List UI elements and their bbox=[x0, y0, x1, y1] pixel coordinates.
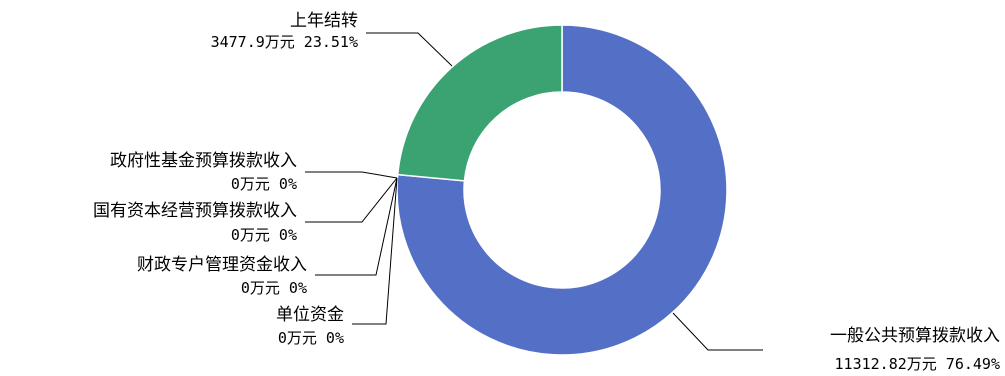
leader-lines bbox=[305, 32, 763, 351]
slice-value-label-1: 0万元 0% bbox=[231, 175, 297, 193]
slice-value-label-0: 11312.82万元 76.49% bbox=[835, 355, 1000, 373]
slice-name-label-3: 财政专户管理资金收入 bbox=[137, 255, 307, 275]
donut-slices bbox=[396, 24, 728, 356]
slice-name-label-0: 一般公共预算拨款收入 bbox=[830, 326, 1000, 346]
leader-line-2 bbox=[305, 177, 398, 223]
leader-line-1 bbox=[305, 171, 398, 179]
slice-value-label-5: 3477.9万元 23.51% bbox=[211, 33, 358, 51]
leader-line-3 bbox=[315, 177, 398, 276]
slice-0 bbox=[396, 24, 728, 356]
leader-line-5 bbox=[366, 32, 453, 67]
slice-value-label-2: 0万元 0% bbox=[231, 226, 297, 244]
slice-name-label-4: 单位资金 bbox=[276, 305, 344, 325]
slice-value-label-3: 0万元 0% bbox=[241, 279, 307, 297]
slice-5 bbox=[396, 24, 563, 182]
slice-labels: 一般公共预算拨款收入 11312.82万元 76.49% 政府性基金预算拨款收入 0万… bbox=[93, 11, 1000, 373]
leader-line-0 bbox=[672, 312, 763, 351]
leader-line-4 bbox=[352, 177, 398, 325]
slice-name-label-2: 国有资本经营预算拨款收入 bbox=[93, 201, 297, 221]
slice-name-label-1: 政府性基金预算拨款收入 bbox=[110, 151, 297, 171]
slice-name-label-5: 上年结转 bbox=[290, 11, 358, 31]
slice-value-label-4: 0万元 0% bbox=[278, 329, 344, 347]
